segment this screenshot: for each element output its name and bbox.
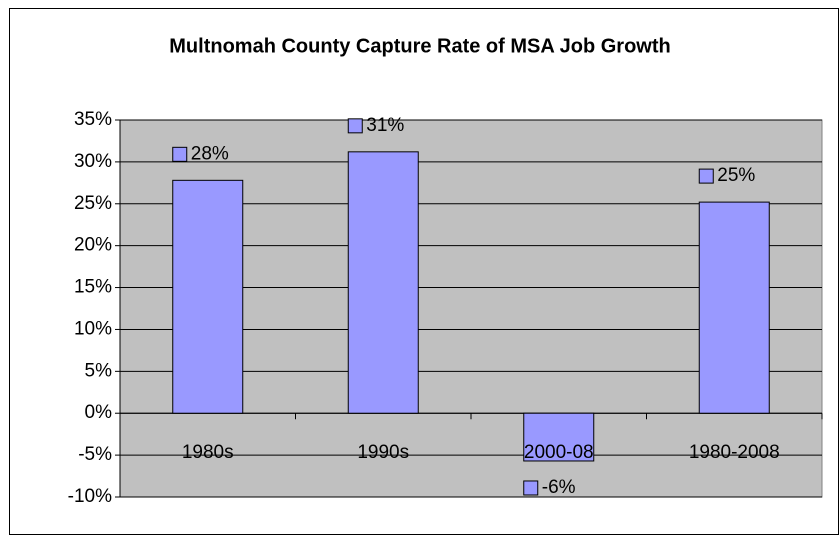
value-label-key [698, 168, 714, 184]
value-label: 31% [366, 115, 404, 136]
y-tick-label: 25% [74, 193, 112, 214]
y-tick-label: 35% [74, 109, 112, 130]
y-tick-label: -10% [68, 486, 112, 507]
y-tick-label: 20% [74, 235, 112, 256]
value-label-key [347, 118, 363, 134]
bar [172, 179, 244, 414]
bar [347, 151, 419, 414]
y-tick-label: 15% [74, 277, 112, 298]
x-tick-label: 1980-2008 [689, 442, 780, 463]
chart-title: Multnomah County Capture Rate of MSA Job… [169, 35, 670, 57]
bar [523, 412, 595, 462]
x-tick-label: 1980s [182, 442, 234, 463]
y-tick-label: -5% [78, 444, 112, 465]
x-tick-label: 1990s [357, 442, 409, 463]
y-tick-label: 10% [74, 318, 112, 339]
bar [698, 201, 770, 414]
value-label-key [523, 480, 539, 496]
y-tick-label: 0% [85, 402, 113, 423]
x-tick-label: 2000-08 [524, 442, 594, 463]
y-tick-label: 30% [74, 151, 112, 172]
value-label: 28% [191, 143, 229, 164]
value-label: 25% [717, 165, 755, 186]
value-label: -6% [542, 477, 576, 498]
value-label-key [172, 146, 188, 162]
y-tick-label: 5% [85, 360, 113, 381]
